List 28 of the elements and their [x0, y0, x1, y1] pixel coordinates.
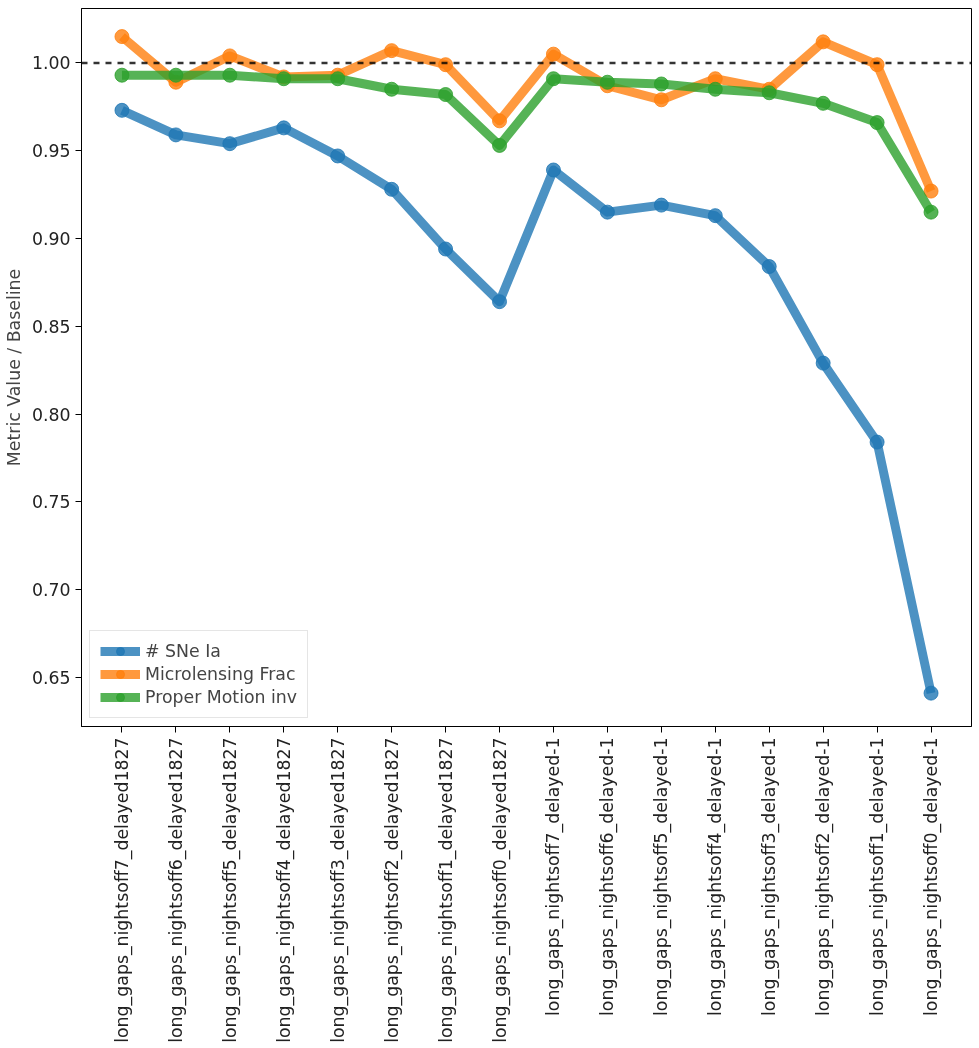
x-tick-label: long_gaps_nightsoff0_delayed-1	[921, 737, 943, 1016]
x-tick-label: long_gaps_nightsoff3_delayed1827	[327, 737, 349, 1043]
y-tick-label: 0.75	[31, 492, 71, 513]
y-tick-label: 0.65	[31, 667, 71, 688]
x-tick-label: long_gaps_nightsoff6_delayed1827	[165, 737, 187, 1043]
y-tick-label: 0.95	[31, 141, 71, 162]
x-tick-label: long_gaps_nightsoff3_delayed-1	[759, 737, 781, 1016]
y-tick-label: 0.90	[31, 228, 71, 249]
x-tick-label: long_gaps_nightsoff2_delayed-1	[813, 737, 835, 1016]
x-tick-label: long_gaps_nightsoff5_delayed1827	[219, 737, 241, 1043]
x-tick-label: long_gaps_nightsoff1_delayed-1	[867, 737, 889, 1016]
y-tick-label: 1.00	[31, 53, 71, 74]
x-tick-label: long_gaps_nightsoff7_delayed-1	[543, 737, 565, 1016]
x-tick-label: long_gaps_nightsoff1_delayed1827	[435, 737, 457, 1043]
y-axis-title: Metric Value / Baseline	[3, 268, 24, 467]
x-tick-label: long_gaps_nightsoff2_delayed1827	[381, 737, 403, 1043]
x-tick-label: long_gaps_nightsoff4_delayed-1	[705, 737, 727, 1016]
legend-label: Microlensing Frac	[145, 664, 296, 684]
legend-label: # SNe Ia	[145, 641, 221, 661]
x-tick-label: long_gaps_nightsoff7_delayed1827	[111, 737, 133, 1043]
x-tick-label: long_gaps_nightsoff0_delayed1827	[489, 737, 511, 1043]
x-tick-label: long_gaps_nightsoff6_delayed-1	[597, 737, 619, 1016]
x-tick-label: long_gaps_nightsoff5_delayed-1	[651, 737, 673, 1016]
y-tick-label: 0.70	[31, 580, 71, 601]
y-tick-label: 0.85	[31, 316, 71, 337]
x-tick-label: long_gaps_nightsoff4_delayed1827	[273, 737, 295, 1043]
y-tick-label: 0.80	[31, 404, 71, 425]
legend-label: Proper Motion inv	[145, 687, 298, 707]
